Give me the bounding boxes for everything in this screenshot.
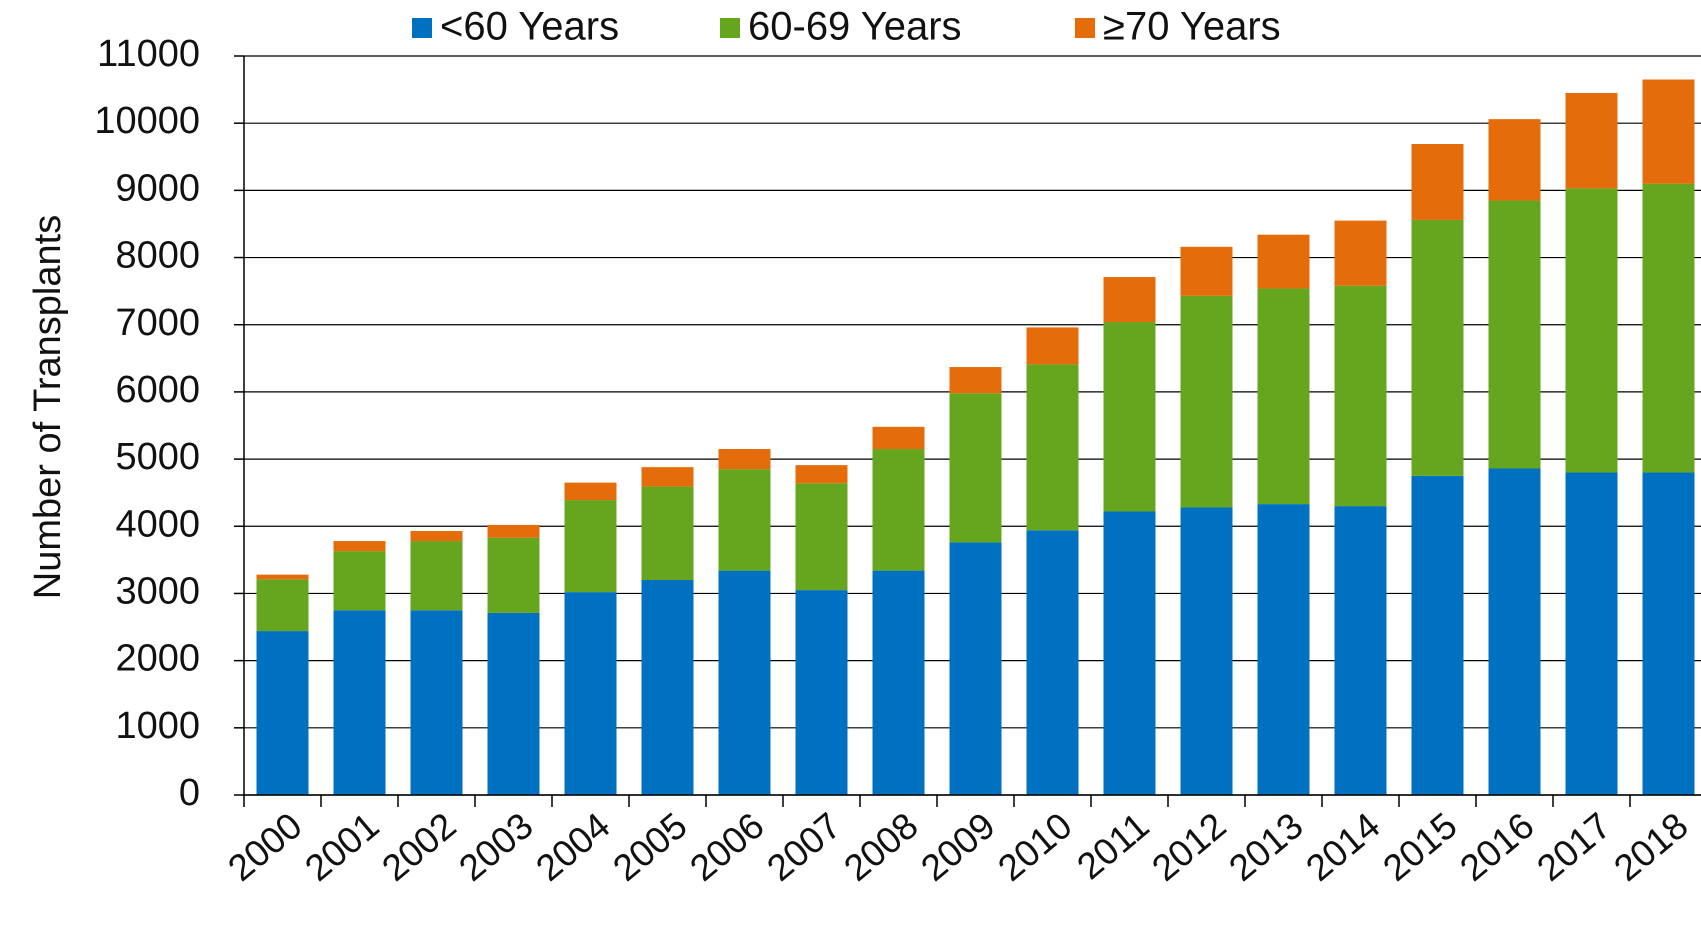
bar-segment [872, 449, 925, 571]
bar-segment [795, 465, 848, 484]
x-tick-label: 2007 [759, 805, 848, 889]
x-tick-label: 2010 [990, 805, 1079, 889]
x-tick-label: 2004 [528, 805, 617, 889]
bar-segment [487, 612, 540, 795]
bar-segment [1565, 92, 1618, 189]
y-tick-label: 7000 [115, 302, 200, 344]
bar-segment [1488, 200, 1541, 469]
y-tick-label: 1000 [115, 705, 200, 747]
bar-segment [564, 592, 617, 795]
x-tick-label: 2006 [682, 805, 771, 889]
bar-segment [641, 467, 694, 487]
bar-segment [1257, 234, 1310, 289]
bar-segment [718, 449, 771, 470]
bar-segment [1488, 468, 1541, 795]
bar-segment [718, 570, 771, 795]
x-tick-label: 2011 [1069, 805, 1156, 888]
bar-segment [1103, 322, 1156, 512]
bar-segment [1411, 144, 1464, 220]
bar-segment [872, 570, 925, 795]
y-tick-label: 3000 [115, 570, 200, 612]
x-tick-label: 2000 [220, 805, 309, 889]
bar-segment [1257, 288, 1310, 505]
x-tick-label: 2014 [1298, 805, 1387, 889]
x-tick-label: 2015 [1375, 805, 1464, 889]
y-tick-label: 2000 [115, 638, 200, 680]
y-tick-label: 0 [179, 772, 200, 814]
bar-segment [1257, 504, 1310, 795]
bar-segment [1180, 295, 1233, 508]
bar-segment [410, 541, 463, 611]
y-axis-title: Number of Transplants [27, 215, 69, 599]
y-tick-label: 8000 [115, 235, 200, 277]
y-tick-label: 11000 [97, 33, 200, 75]
y-tick-label: 9000 [115, 167, 200, 209]
bar-segment [1642, 183, 1695, 473]
bar-segment [1411, 219, 1464, 476]
y-tick-label: 10000 [94, 100, 200, 142]
legend-label: 60-69 Years [748, 5, 962, 49]
bar-segment [1565, 188, 1618, 473]
bar-segment [1334, 220, 1387, 286]
legend-swatch [1075, 18, 1095, 38]
x-tick-label: 2013 [1221, 805, 1310, 889]
bar-segment [795, 483, 848, 591]
x-tick-label: 2003 [451, 805, 540, 889]
legend-label: ≥70 Years [1103, 5, 1281, 49]
bar-segment [487, 537, 540, 613]
bar-segment [949, 367, 1002, 394]
bar-segment [1334, 506, 1387, 795]
bar-segment [1488, 119, 1541, 201]
bar-segment [256, 579, 309, 632]
bar-segment [949, 393, 1002, 543]
bar-segment [1180, 246, 1233, 296]
bar-segment [333, 610, 386, 795]
x-tick-label: 2009 [913, 805, 1002, 889]
bar-segment [641, 580, 694, 795]
bar-segment [795, 590, 848, 795]
bar-segment [256, 631, 309, 795]
bar-segment [1103, 511, 1156, 795]
bar-segment [333, 541, 386, 552]
bar-segment [1180, 507, 1233, 795]
bar-segment [949, 542, 1002, 795]
x-tick-label: 2008 [836, 805, 925, 889]
y-tick-label: 5000 [115, 436, 200, 478]
bar-segment [564, 500, 617, 593]
legend-label: <60 Years [440, 5, 619, 49]
legend-swatch [720, 18, 740, 38]
legend-swatch [412, 18, 432, 38]
x-tick-label: 2016 [1452, 805, 1541, 889]
y-tick-label: 4000 [115, 503, 200, 545]
y-tick-label: 6000 [115, 369, 200, 411]
bar-segment [487, 524, 540, 538]
bar-segment [641, 486, 694, 581]
bar-segment [1026, 364, 1079, 531]
x-tick-label: 2018 [1606, 805, 1695, 889]
bar-segment [333, 551, 386, 611]
bar-segment [1026, 530, 1079, 795]
bar-segment [1103, 277, 1156, 323]
bar-segment [256, 574, 309, 580]
bar-segment [1411, 475, 1464, 795]
x-tick-label: 2001 [297, 805, 386, 889]
bar-segment [718, 469, 771, 571]
bar-segment [1642, 472, 1695, 795]
bar-segment [1026, 327, 1079, 365]
bar-segment [872, 426, 925, 450]
x-tick-label: 2002 [374, 805, 463, 889]
bar-segment [1642, 79, 1695, 184]
bar-segment [410, 610, 463, 795]
x-tick-label: 2012 [1144, 805, 1233, 889]
bar-segment [1334, 285, 1387, 507]
bar-segment [1565, 472, 1618, 795]
x-tick-label: 2005 [605, 805, 694, 889]
bar-segment [410, 530, 463, 542]
bar-segment [564, 482, 617, 501]
x-tick-label: 2017 [1529, 805, 1618, 889]
